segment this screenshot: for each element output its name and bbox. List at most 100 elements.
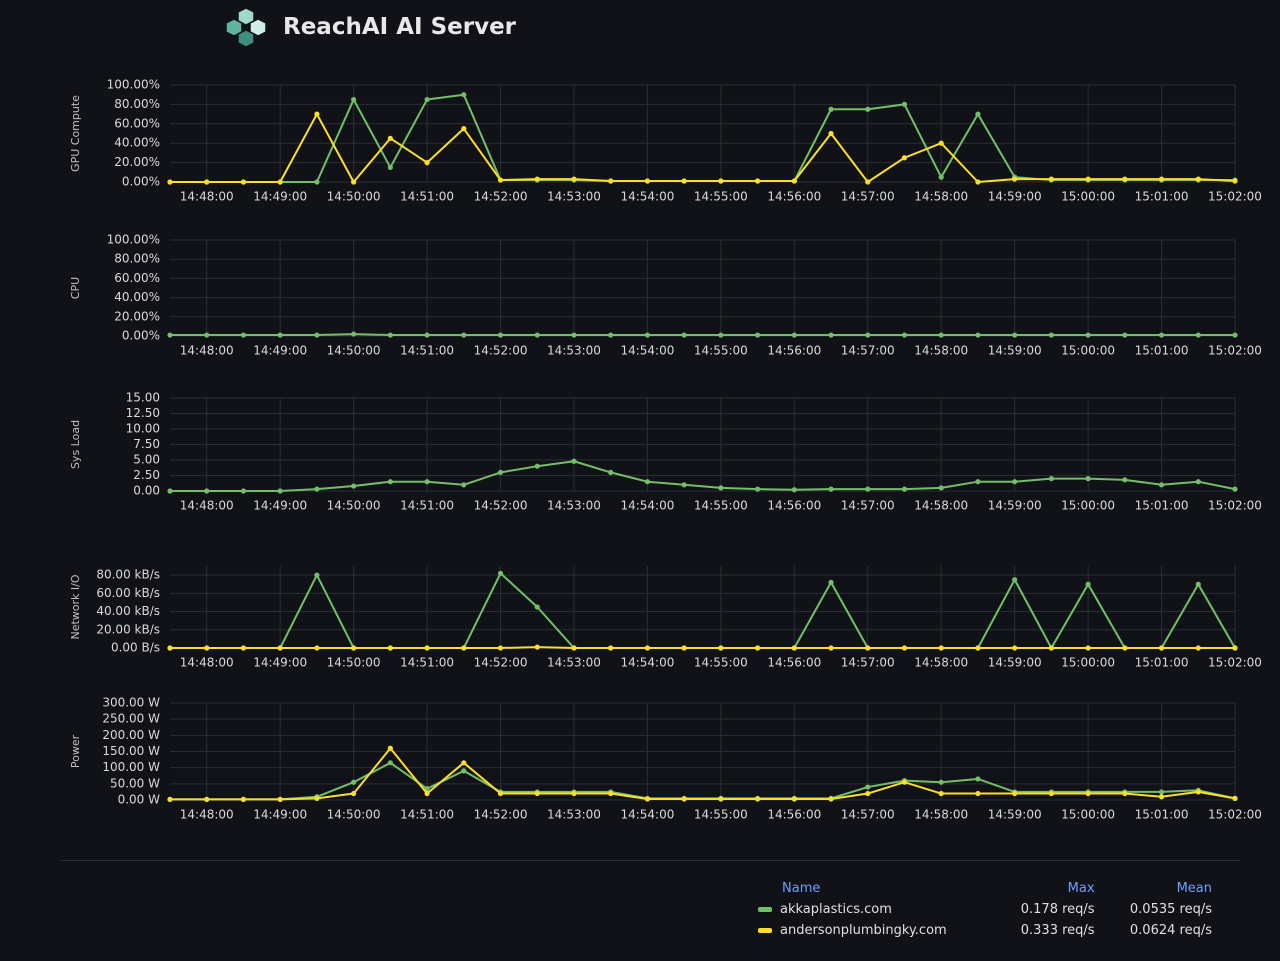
data-point (865, 790, 871, 797)
data-point (865, 179, 871, 185)
x-tick-label: 14:50:00 (327, 808, 381, 822)
x-tick-label: 14:58:00 (914, 808, 968, 822)
data-point (277, 332, 283, 338)
x-tick-label: 14:57:00 (841, 344, 895, 358)
x-tick-label: 15:01:00 (1135, 808, 1189, 822)
x-tick-label: 15:00:00 (1061, 656, 1115, 670)
x-tick-label: 14:59:00 (988, 344, 1042, 358)
y-tick-label: 12.50 (126, 406, 160, 420)
x-tick-label: 14:54:00 (620, 499, 674, 513)
x-tick-label: 14:51:00 (400, 190, 454, 204)
x-tick-label: 14:52:00 (474, 499, 528, 513)
data-point (240, 796, 247, 802)
data-point (204, 179, 210, 185)
column-header: Max (1067, 881, 1095, 896)
data-point (791, 645, 797, 651)
data-point (608, 178, 614, 184)
data-point (351, 645, 357, 651)
data-point (1195, 789, 1201, 795)
data-point (167, 332, 173, 338)
x-tick-label: 15:01:00 (1135, 656, 1189, 670)
data-point (828, 579, 834, 586)
data-point (828, 486, 834, 492)
data-point (938, 174, 944, 180)
x-tick-label: 14:52:00 (474, 808, 528, 822)
data-point (1085, 581, 1091, 587)
x-tick-label: 14:48:00 (180, 499, 234, 513)
data-point (791, 332, 797, 338)
data-point (975, 776, 981, 782)
x-tick-label: 15:00:00 (1061, 808, 1115, 822)
data-point (901, 332, 908, 338)
y-tick-label: 50.00 W (110, 776, 160, 790)
data-point (167, 645, 173, 651)
y-tick-label: 200.00 W (102, 728, 160, 742)
data-point (1048, 476, 1054, 482)
series-line (170, 747, 1236, 801)
series-line (170, 113, 1236, 183)
data-point (828, 106, 834, 112)
x-tick-label: 14:52:00 (474, 344, 528, 358)
x-tick-label: 14:53:00 (547, 344, 601, 358)
data-point (1012, 577, 1018, 583)
x-tick-label: 14:52:00 (474, 190, 528, 204)
data-point (1048, 176, 1054, 182)
data-point (351, 790, 357, 797)
data-point (1232, 486, 1238, 492)
max-cell: 0.333 req/s (1020, 923, 1095, 938)
color-swatch (758, 928, 772, 933)
x-tick-label: 15:01:00 (1135, 344, 1189, 358)
data-point (1048, 332, 1054, 338)
data-point (901, 155, 908, 161)
x-tick-label: 14:57:00 (841, 808, 895, 822)
table-body: akkaplastics.com 0.178 req/s 0.0535 req/s a… (750, 899, 1220, 941)
data-point (571, 458, 577, 464)
data-point (1085, 645, 1091, 651)
y-tick-label: 40.00% (114, 290, 160, 304)
x-tick-label: 14:55:00 (694, 344, 748, 358)
x-tick-label: 14:49:00 (253, 190, 307, 204)
data-point (1232, 795, 1238, 801)
data-point (1158, 176, 1165, 182)
data-point (1048, 645, 1054, 651)
data-point (351, 779, 357, 785)
data-point (167, 179, 173, 185)
x-tick-label: 14:58:00 (914, 344, 968, 358)
data-point (387, 745, 393, 751)
legend-table: Name Max Mean akkaplastics.com 0.178 req/s 0… (750, 878, 1220, 941)
data-point (754, 486, 761, 492)
x-tick-label: 14:56:00 (767, 344, 821, 358)
y-tick-label: 2.50 (133, 468, 160, 482)
data-point (1085, 176, 1091, 182)
data-point (754, 178, 761, 184)
x-tick-label: 14:53:00 (547, 499, 601, 513)
data-point (975, 479, 981, 485)
x-tick-label: 15:02:00 (1208, 344, 1262, 358)
y-axis-title: Network I/O (69, 574, 82, 639)
data-point (718, 645, 724, 651)
data-point (754, 796, 761, 802)
data-point (461, 126, 467, 132)
data-point (387, 135, 393, 141)
data-point (314, 645, 320, 651)
data-point (644, 796, 651, 802)
data-point (608, 332, 614, 338)
data-point (865, 784, 871, 790)
x-tick-label: 15:02:00 (1208, 808, 1262, 822)
data-point (865, 332, 871, 338)
data-point (938, 140, 944, 146)
data-point (1012, 176, 1018, 182)
data-point (718, 178, 724, 184)
data-point (277, 179, 283, 185)
color-swatch (758, 907, 772, 912)
data-point (828, 332, 834, 338)
data-point (1085, 790, 1091, 797)
x-tick-label: 14:54:00 (620, 656, 674, 670)
x-tick-label: 14:48:00 (180, 344, 234, 358)
y-tick-label: 100.00% (107, 78, 160, 92)
data-point (1195, 332, 1201, 338)
x-tick-label: 14:54:00 (620, 344, 674, 358)
data-point (865, 645, 871, 651)
x-tick-label: 14:58:00 (914, 499, 968, 513)
table-row: akkaplastics.com 0.178 req/s 0.0535 req/s (750, 899, 1220, 920)
